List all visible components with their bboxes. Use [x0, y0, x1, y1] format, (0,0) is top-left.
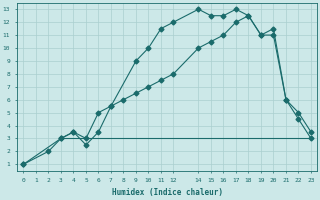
X-axis label: Humidex (Indice chaleur): Humidex (Indice chaleur) — [112, 188, 223, 197]
